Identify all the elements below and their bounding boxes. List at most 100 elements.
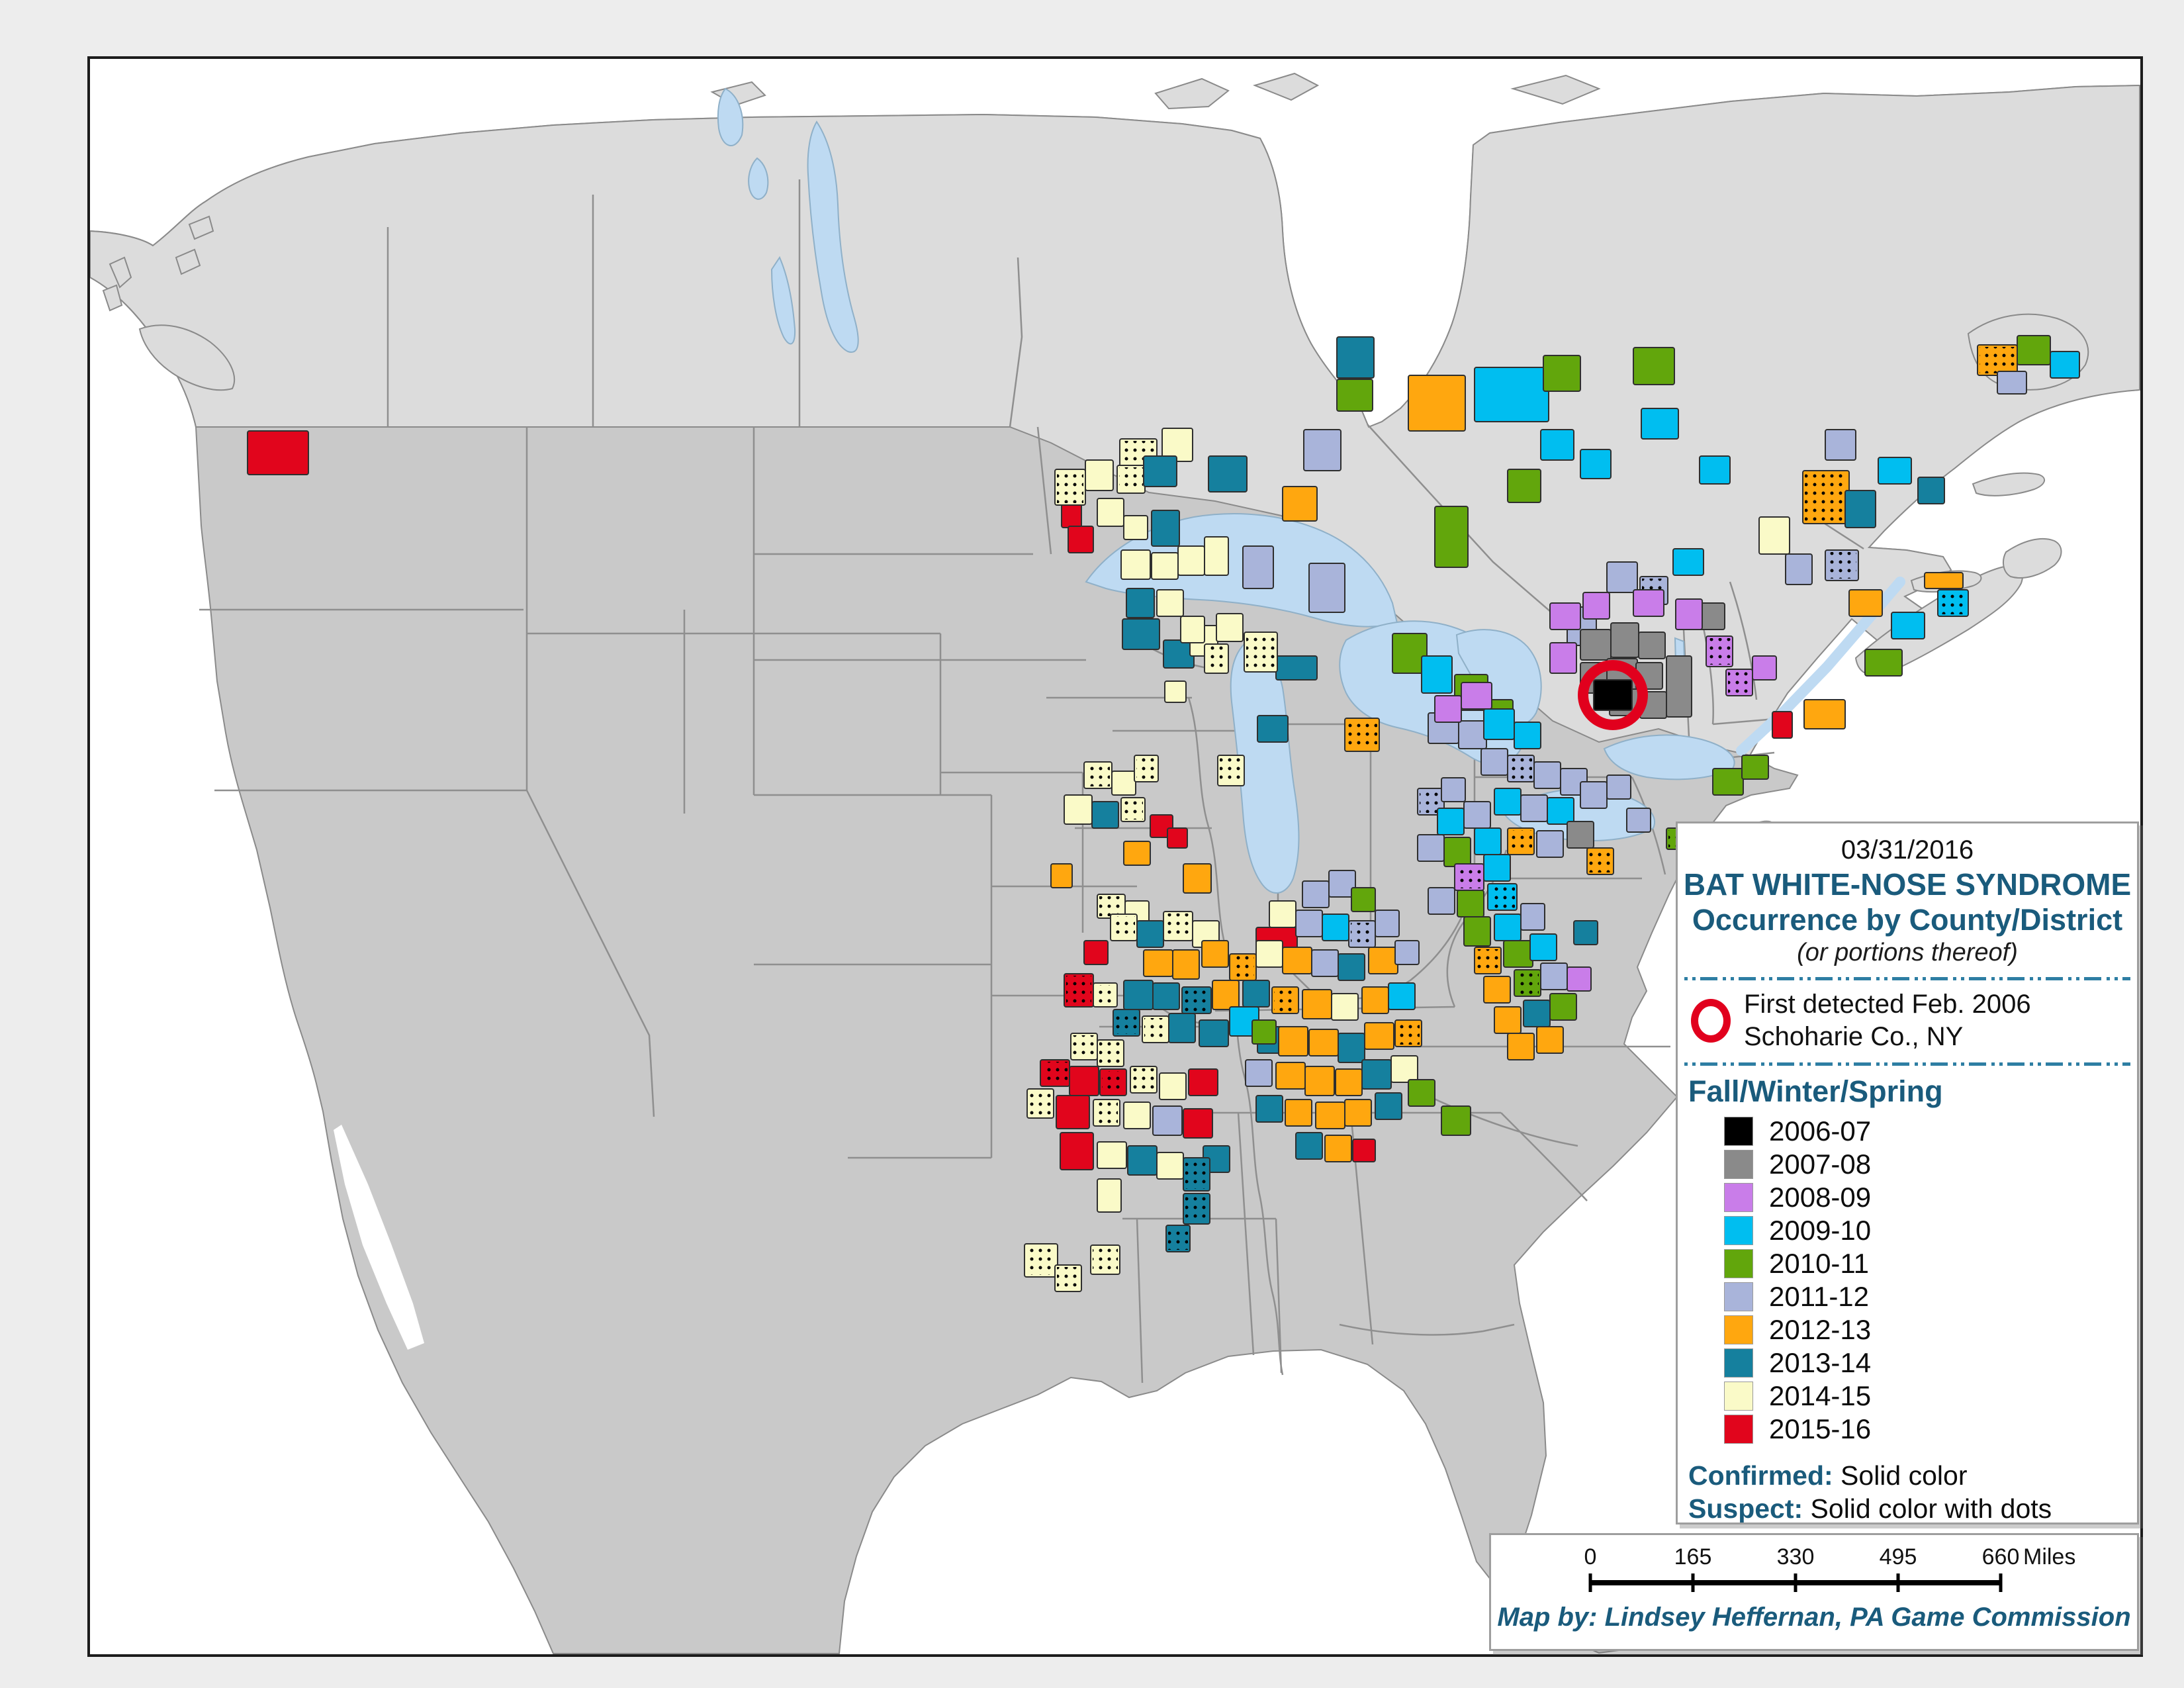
county-occurrence <box>1582 592 1610 620</box>
county-occurrence <box>1304 1066 1335 1096</box>
county-occurrence <box>1441 777 1466 802</box>
county-suspect-dots <box>1042 1062 1068 1084</box>
legend-item-label: 2006-07 <box>1769 1115 1872 1147</box>
county-suspect-dots <box>1589 850 1612 872</box>
county-occurrence <box>1183 1108 1213 1139</box>
county-occurrence <box>1474 827 1502 855</box>
county-occurrence <box>1463 801 1491 829</box>
county-occurrence <box>1167 827 1188 849</box>
county-occurrence <box>1540 429 1574 461</box>
legend-item-label: 2011-12 <box>1769 1281 1870 1312</box>
county-occurrence <box>1540 962 1568 990</box>
separator-line <box>1684 1062 2130 1066</box>
county-occurrence <box>1461 682 1492 710</box>
county-suspect-dots <box>1073 1035 1095 1058</box>
suspect-note: Suspect: Solid color with dots <box>1688 1493 2052 1524</box>
scale-tick <box>1999 1573 2003 1592</box>
county-occurrence <box>1421 655 1453 694</box>
lake-winnipeg <box>807 120 859 353</box>
county-occurrence <box>1408 375 1466 432</box>
county-occurrence <box>1255 1095 1283 1123</box>
county-occurrence <box>1242 545 1274 589</box>
legend-swatch <box>1724 1282 1753 1311</box>
county-occurrence <box>1156 1152 1184 1180</box>
county-occurrence <box>1626 808 1651 833</box>
county-occurrence <box>1056 1095 1090 1129</box>
county-occurrence <box>1123 1102 1151 1129</box>
legend-item: 2010-11 <box>1678 1247 2137 1280</box>
county-occurrence <box>1295 1132 1323 1160</box>
county-occurrence <box>1156 589 1184 617</box>
county-occurrence <box>1924 572 1964 589</box>
county-occurrence <box>1633 347 1675 385</box>
county-occurrence <box>1593 679 1633 711</box>
county-suspect-dots <box>1708 638 1731 665</box>
county-occurrence <box>1494 914 1522 941</box>
county-occurrence <box>1285 1099 1312 1127</box>
county-occurrence <box>1428 887 1455 915</box>
county-occurrence <box>1388 982 1416 1010</box>
county-suspect-dots <box>1057 1267 1079 1289</box>
scale-tick <box>1588 1573 1592 1592</box>
county-occurrence <box>1463 916 1491 947</box>
county-occurrence <box>1741 755 1769 780</box>
legend-items: 2006-07 2007-08 2008-09 2009-10 2010-11 2011-… <box>1678 1115 2137 1446</box>
county-occurrence <box>1638 632 1666 659</box>
county-occurrence <box>1275 1062 1306 1090</box>
county-suspect-dots <box>1026 1246 1056 1275</box>
county-occurrence <box>247 430 309 475</box>
county-occurrence <box>1257 715 1289 743</box>
county-occurrence <box>1331 993 1359 1021</box>
scale-tick-label: 330 <box>1776 1544 1815 1570</box>
county-occurrence <box>1523 1000 1551 1027</box>
county-occurrence <box>1177 545 1205 576</box>
county-occurrence <box>1242 980 1270 1008</box>
legend-item: 2013-14 <box>1678 1346 2137 1380</box>
county-suspect-dots <box>1099 1042 1122 1064</box>
county-occurrence <box>1606 774 1631 800</box>
county-occurrence <box>1758 516 1790 555</box>
county-occurrence <box>1547 797 1574 825</box>
county-occurrence <box>1183 863 1212 894</box>
county-occurrence <box>1483 708 1515 740</box>
county-occurrence <box>1494 788 1522 816</box>
county-occurrence <box>1127 1145 1158 1176</box>
county-suspect-dots <box>1510 757 1532 780</box>
county-occurrence <box>1282 486 1318 522</box>
county-occurrence <box>1152 982 1180 1010</box>
county-suspect-dots <box>1510 830 1532 853</box>
legend-item-label: 2015-16 <box>1769 1413 1872 1444</box>
county-occurrence <box>1844 490 1876 528</box>
county-suspect-dots <box>1144 1018 1167 1041</box>
county-occurrence <box>1143 949 1173 977</box>
county-occurrence <box>1437 808 1465 835</box>
county-occurrence <box>2017 335 2051 365</box>
scale-tick <box>1691 1573 1695 1592</box>
county-occurrence <box>1997 371 2027 395</box>
county-occurrence <box>1122 618 1160 650</box>
county-occurrence <box>1336 336 1375 379</box>
county-occurrence <box>1580 781 1608 809</box>
county-occurrence <box>1172 949 1200 980</box>
county-suspect-dots <box>1232 956 1254 978</box>
legend-swatch <box>1724 1183 1753 1212</box>
county-occurrence <box>1322 914 1349 941</box>
county-occurrence <box>1245 1059 1273 1087</box>
county-occurrence <box>1368 947 1398 974</box>
county-occurrence <box>1580 449 1612 479</box>
legend-swatch <box>1724 1415 1753 1444</box>
county-occurrence <box>1549 602 1581 630</box>
county-occurrence <box>1344 1099 1372 1127</box>
county-occurrence <box>1536 1026 1564 1054</box>
county-occurrence <box>1302 989 1332 1019</box>
scale-bar: 0 165 330 495 660 Miles <box>1584 1544 2075 1600</box>
county-occurrence <box>1151 552 1179 580</box>
first-detection-marker <box>1578 660 1648 730</box>
county-suspect-dots <box>1102 1071 1124 1094</box>
scale-tick-label: 660 <box>1981 1544 2020 1570</box>
county-suspect-dots <box>1805 473 1847 522</box>
county-occurrence <box>1136 920 1164 948</box>
county-occurrence <box>1443 837 1471 867</box>
map-date: 03/31/2016 <box>1841 835 1974 865</box>
county-suspect-dots <box>1979 347 2015 373</box>
